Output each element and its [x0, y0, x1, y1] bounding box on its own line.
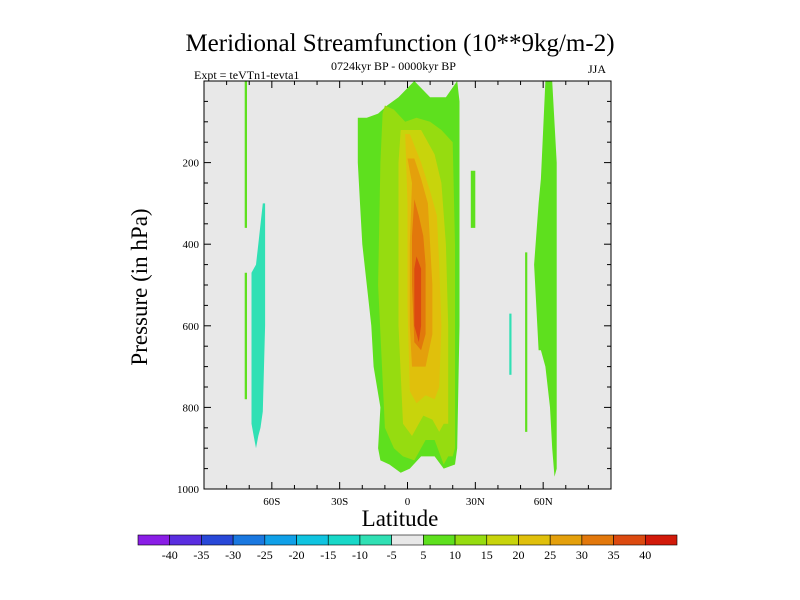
contour-region-5-3 — [244, 81, 247, 228]
y-tick-label: 800 — [183, 402, 200, 414]
colorbar-label: -40 — [162, 548, 178, 562]
contour-region-5-7 — [525, 252, 528, 432]
axes: 60S 30S 0 30N 60N 200 400 600 800 1000 — [177, 80, 612, 508]
y-tick-label: 200 — [183, 158, 200, 170]
colorbar-swatch — [644, 534, 678, 546]
colorbar-swatch — [327, 534, 361, 546]
period-label: 0724kyr BP - 0000kyr BP — [331, 59, 456, 73]
colorbar-label: 25 — [544, 548, 556, 562]
contour-region--10-1 — [251, 203, 266, 449]
y-tick-label: 600 — [183, 321, 200, 333]
colorbar-swatch — [549, 534, 583, 546]
chart-title: Meridional Streamfunction (10**9kg/m-2) — [185, 30, 615, 57]
colorbar-label: 40 — [639, 548, 651, 562]
contour-region-5-8 — [534, 81, 557, 477]
colorbar-label: -35 — [193, 548, 209, 562]
colorbar-swatch — [581, 534, 614, 546]
contour-region--10-2 — [509, 313, 512, 375]
colorbar-swatch — [201, 534, 234, 546]
experiment-label: Expt = teVTn1-tevta1 — [194, 68, 300, 82]
colorbar-swatch — [486, 534, 519, 546]
colorbar-swatch — [169, 534, 202, 546]
contour-region-5-4 — [244, 272, 247, 400]
colorbar-swatch — [454, 534, 488, 546]
colorbar-swatch — [232, 534, 266, 546]
colorbar-label: -30 — [225, 548, 241, 562]
colorbar-label: 15 — [481, 548, 493, 562]
colorbar-swatch — [359, 534, 392, 546]
colorbar-label: 10 — [449, 548, 461, 562]
y-tick-label: 400 — [183, 239, 200, 251]
x-tick-label: 60S — [263, 496, 280, 508]
x-tick-label: 30S — [331, 496, 348, 508]
season-label: JJA — [588, 62, 607, 76]
colorbar-swatch — [613, 534, 646, 546]
colorbar-label: 5 — [420, 548, 426, 562]
colorbar-label: 30 — [576, 548, 588, 562]
x-tick-label: 30N — [466, 496, 485, 508]
x-tick-label: 0 — [405, 496, 411, 508]
x-tick-label: 60N — [534, 496, 553, 508]
colorbar-swatch — [391, 534, 424, 546]
colorbar-label: -25 — [257, 548, 273, 562]
colorbar-label: -5 — [387, 548, 397, 562]
y-axis-label: Pressure (in hPa) — [127, 208, 152, 366]
colorbar-label: -10 — [352, 548, 368, 562]
colorbar-label: 20 — [512, 548, 524, 562]
contour-region-35-14 — [414, 256, 422, 343]
colorbar-swatch — [264, 534, 297, 546]
colorbar-swatch — [137, 534, 171, 546]
x-axis-label: Latitude — [361, 506, 439, 531]
colorbar-swatch — [296, 534, 329, 546]
colorbar-label: -20 — [289, 548, 305, 562]
y-tick-label: 1000 — [177, 484, 200, 496]
colorbar-swatch — [518, 534, 551, 546]
colorbar-swatch — [423, 534, 456, 546]
colorbar: -40 -35 -30 -25 -20 -15 -10 -5 5 10 15 20 25 30 35 40 — [137, 534, 678, 562]
contour-region-5-6 — [470, 170, 476, 228]
colorbar-label: 35 — [608, 548, 620, 562]
colorbar-label: -15 — [320, 548, 336, 562]
plot-area — [204, 81, 611, 489]
